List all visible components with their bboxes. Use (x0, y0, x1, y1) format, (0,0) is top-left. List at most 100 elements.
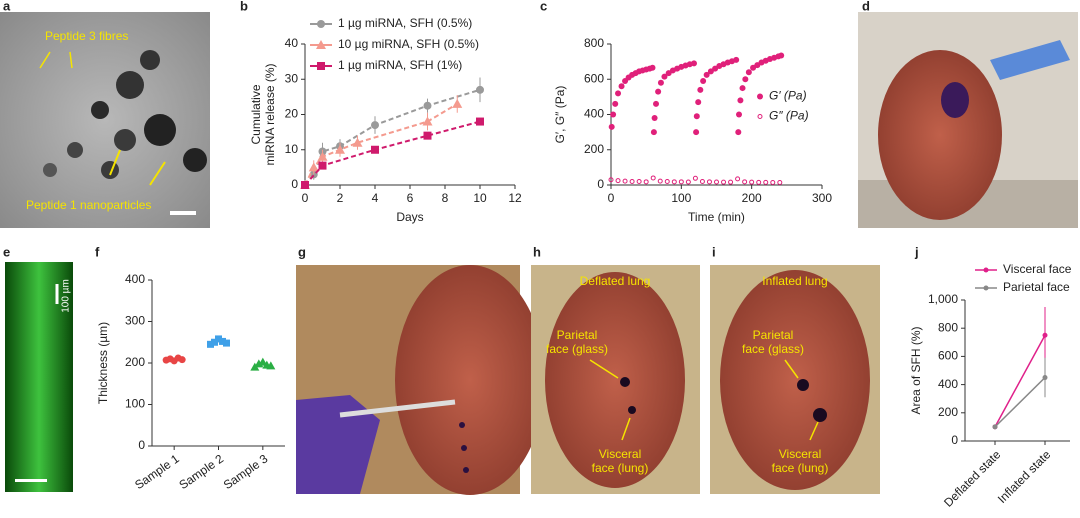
marker (318, 161, 327, 170)
marker (763, 179, 769, 185)
marker (422, 116, 433, 126)
marker (211, 338, 218, 346)
marker (655, 88, 662, 95)
panel-letter: e (3, 244, 10, 259)
y-tick-label: 0 (291, 177, 298, 191)
marker (737, 97, 744, 104)
marker (733, 56, 740, 63)
legend-label: 10 µg miRNA, SFH (0.5%) (338, 37, 479, 51)
legend-label: G″ (Pa) (769, 109, 809, 123)
marker (661, 73, 668, 80)
marker (742, 76, 749, 83)
y-tick-label: 0 (138, 438, 145, 452)
marker (371, 121, 379, 130)
photo-e: 100 µm (5, 262, 73, 492)
y-tick-label: 100 (125, 397, 145, 411)
photo-label: Peptide 3 fibres (45, 29, 128, 43)
photo-label: Parietal (753, 328, 794, 342)
y-axis-label: miRNA release (%) (263, 63, 277, 165)
x-tick-label: Inflated state (995, 447, 1054, 506)
x-tick-label: Deflated state (941, 447, 1003, 509)
photo-label: face (lung) (772, 461, 829, 475)
marker (178, 356, 186, 364)
marker (622, 178, 628, 184)
marker (629, 178, 635, 184)
photo-label: 100 µm (61, 279, 72, 313)
legend-marker (757, 93, 763, 100)
photo-label: Inflated lung (762, 274, 827, 288)
series-line (304, 103, 458, 186)
x-axis-label: Time (min) (688, 210, 745, 224)
panel-letter: j (914, 244, 919, 259)
x-tick-label: 8 (442, 191, 449, 205)
legend-label: Visceral face (1003, 262, 1072, 276)
photo-d (858, 12, 1078, 228)
marker (735, 129, 742, 136)
y-axis-label: G′, G″ (Pa) (553, 86, 567, 144)
photo-i: Inflated lung Parietal face (glass) Visc… (710, 265, 880, 494)
marker (778, 52, 785, 59)
marker (352, 137, 363, 147)
marker (685, 179, 691, 185)
x-tick-label: 0 (608, 191, 615, 205)
x-tick-label: 6 (407, 191, 414, 205)
legend-marker (983, 285, 989, 291)
marker (266, 361, 276, 370)
marker (1042, 332, 1048, 338)
x-axis-label: Days (396, 210, 423, 224)
photo-label: Deflated lung (580, 274, 651, 288)
marker (608, 123, 615, 130)
marker (618, 83, 625, 90)
marker (657, 79, 664, 86)
y-tick-label: 400 (584, 107, 604, 121)
marker (476, 117, 484, 126)
marker (653, 100, 660, 107)
marker (423, 101, 432, 110)
marker (615, 90, 622, 97)
marker (636, 178, 642, 184)
photo-a: Peptide 3 fibres Peptide 1 nanoparticles (0, 12, 210, 228)
marker (301, 181, 309, 189)
y-tick-label: 600 (584, 71, 604, 85)
marker (664, 178, 670, 184)
panel-letter: f (95, 244, 100, 259)
photo-label: face (glass) (546, 342, 608, 356)
marker (371, 145, 379, 154)
marker (651, 115, 658, 122)
marker (699, 178, 705, 184)
legend-label: 1 µg miRNA, SFH (1%) (338, 58, 462, 72)
panel-letter: b (240, 0, 248, 13)
panel-letter: c (540, 0, 547, 13)
y-axis-label: Thickness (µm) (96, 322, 110, 404)
x-tick-label: 300 (812, 191, 832, 205)
y-axis-label: Area of SFH (%) (909, 326, 923, 414)
legend-marker (317, 20, 325, 28)
marker (735, 176, 741, 182)
y-tick-label: 800 (584, 36, 604, 50)
panel-letter: i (712, 244, 716, 259)
y-tick-label: 200 (125, 355, 145, 369)
legend-label: G′ (Pa) (769, 89, 807, 103)
marker (721, 179, 727, 185)
y-tick-label: 300 (125, 314, 145, 328)
panel-letter: d (862, 0, 870, 13)
panel-letter: g (298, 244, 306, 259)
photo-h: Deflated lung Parietal face (glass) Visc… (531, 265, 700, 494)
marker (223, 339, 230, 347)
x-tick-label: 0 (302, 191, 309, 205)
series-line (994, 377, 1046, 428)
x-tick-label: 200 (742, 191, 762, 205)
marker (317, 151, 328, 161)
photo-label: Parietal (557, 328, 598, 342)
x-tick-label: Sample 1 (132, 451, 182, 492)
x-tick-label: 2 (337, 191, 344, 205)
panel-letter: h (533, 244, 541, 259)
x-tick-label: 4 (372, 191, 379, 205)
marker (706, 179, 712, 185)
x-tick-label: 100 (671, 191, 691, 205)
x-tick-label: Sample 2 (176, 451, 226, 492)
marker (476, 85, 484, 94)
marker (770, 180, 776, 186)
legend-marker (317, 62, 325, 70)
